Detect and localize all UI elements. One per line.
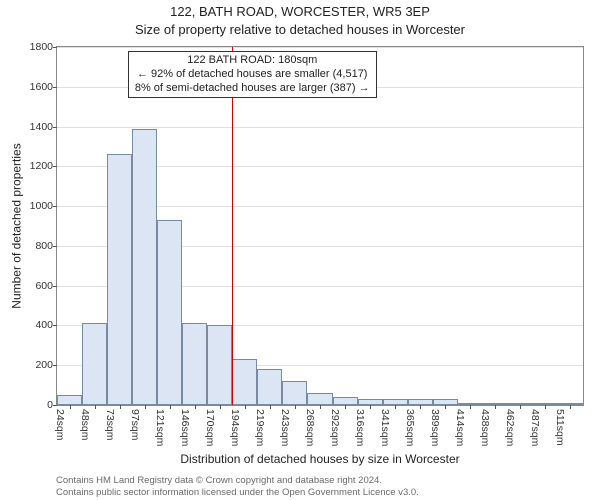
annotation-line-2: ← 92% of detached houses are smaller (4,…	[135, 68, 370, 82]
ytick-mark	[53, 365, 57, 366]
xtick-label: 268sqm	[304, 409, 316, 446]
reference-line	[232, 47, 233, 405]
xtick-mark	[545, 405, 546, 409]
plot-area: 02004006008001000120014001600180024sqm48…	[56, 46, 584, 406]
histogram-bar	[307, 393, 332, 405]
xtick-label: 243sqm	[279, 409, 291, 446]
xtick-mark	[420, 405, 421, 409]
footer-line-2: Contains public sector information licen…	[56, 487, 600, 498]
chart-title-sub: Size of property relative to detached ho…	[0, 22, 600, 37]
xtick-mark	[195, 405, 196, 409]
xtick-mark	[470, 405, 471, 409]
xtick-label: 121sqm	[154, 409, 166, 446]
footer-attribution: Contains HM Land Registry data © Crown c…	[0, 475, 600, 498]
xtick-mark	[395, 405, 396, 409]
grid-line	[57, 47, 583, 48]
xtick-label: 292sqm	[329, 409, 341, 446]
xtick-label: 511sqm	[554, 409, 566, 446]
xtick-label: 219sqm	[254, 409, 266, 446]
xtick-label: 194sqm	[229, 409, 241, 446]
chart-container: 122, BATH ROAD, WORCESTER, WR5 3EP Size …	[0, 0, 600, 500]
histogram-bar	[232, 359, 257, 405]
xtick-mark	[445, 405, 446, 409]
footer-line-1: Contains HM Land Registry data © Crown c…	[56, 475, 600, 486]
y-axis-label: Number of detached properties	[10, 143, 24, 308]
ytick-mark	[53, 206, 57, 207]
xtick-label: 487sqm	[529, 409, 541, 446]
histogram-bar	[333, 397, 358, 405]
ytick-mark	[53, 47, 57, 48]
xtick-mark	[370, 405, 371, 409]
xtick-mark	[220, 405, 221, 409]
annotation-box: 122 BATH ROAD: 180sqm← 92% of detached h…	[128, 51, 377, 98]
histogram-bar	[157, 220, 182, 405]
xtick-label: 48sqm	[79, 409, 91, 441]
xtick-label: 97sqm	[129, 409, 141, 441]
annotation-line-1: 122 BATH ROAD: 180sqm	[135, 54, 370, 68]
xtick-mark	[495, 405, 496, 409]
xtick-label: 316sqm	[354, 409, 366, 446]
histogram-bar	[57, 395, 82, 405]
x-axis-label: Distribution of detached houses by size …	[56, 452, 584, 466]
plot-outer: 02004006008001000120014001600180024sqm48…	[56, 46, 584, 406]
xtick-label: 146sqm	[179, 409, 191, 446]
xtick-label: 365sqm	[404, 409, 416, 446]
xtick-mark	[295, 405, 296, 409]
xtick-mark	[70, 405, 71, 409]
xtick-mark	[145, 405, 146, 409]
xtick-mark	[320, 405, 321, 409]
grid-line	[57, 127, 583, 128]
histogram-bar	[132, 129, 157, 405]
histogram-bar	[182, 323, 207, 405]
chart-title-main: 122, BATH ROAD, WORCESTER, WR5 3EP	[0, 4, 600, 19]
xtick-mark	[170, 405, 171, 409]
xtick-label: 389sqm	[429, 409, 441, 446]
ytick-mark	[53, 166, 57, 167]
xtick-label: 438sqm	[479, 409, 491, 446]
xtick-mark	[345, 405, 346, 409]
histogram-bar	[257, 369, 282, 405]
xtick-label: 24sqm	[54, 409, 66, 441]
xtick-label: 73sqm	[104, 409, 116, 441]
y-axis-label-wrap: Number of detached properties	[10, 46, 24, 406]
xtick-label: 462sqm	[504, 409, 516, 446]
ytick-mark	[53, 246, 57, 247]
annotation-line-3: 8% of semi-detached houses are larger (3…	[135, 82, 370, 96]
ytick-mark	[53, 286, 57, 287]
histogram-bar	[107, 154, 132, 405]
ytick-mark	[53, 87, 57, 88]
xtick-label: 170sqm	[204, 409, 216, 446]
xtick-mark	[95, 405, 96, 409]
histogram-bar	[207, 325, 232, 405]
xtick-mark	[520, 405, 521, 409]
xtick-label: 341sqm	[379, 409, 391, 446]
xtick-mark	[120, 405, 121, 409]
histogram-bar	[282, 381, 307, 405]
xtick-mark	[245, 405, 246, 409]
ytick-mark	[53, 405, 57, 406]
ytick-mark	[53, 127, 57, 128]
ytick-mark	[53, 325, 57, 326]
xtick-label: 414sqm	[454, 409, 466, 446]
xtick-mark	[270, 405, 271, 409]
histogram-bar	[82, 323, 107, 405]
xtick-mark	[570, 405, 571, 409]
